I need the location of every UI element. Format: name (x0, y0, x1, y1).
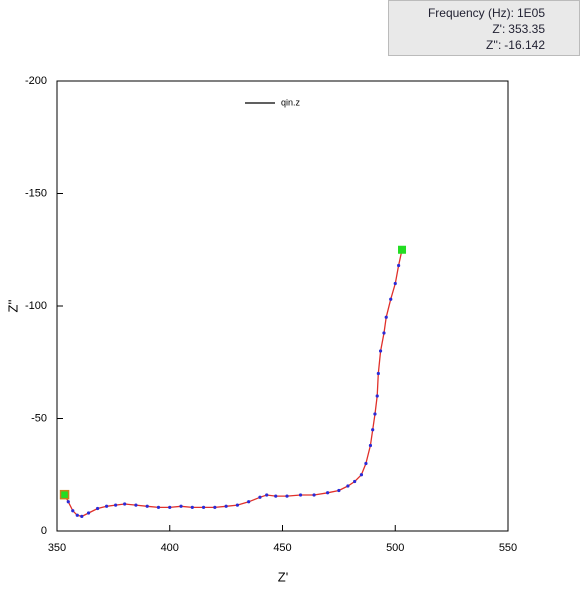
x-tick-label: 350 (48, 542, 66, 554)
start-marker (59, 489, 70, 500)
data-point (397, 263, 401, 268)
x-tick-label: 450 (273, 542, 291, 554)
tooltip-value: 1E05 (516, 6, 545, 20)
data-point (285, 494, 289, 498)
data-point (274, 494, 278, 498)
data-point (382, 331, 386, 335)
data-point (373, 412, 377, 416)
data-point (86, 511, 91, 515)
data-point (298, 493, 303, 497)
data-point (134, 503, 138, 507)
data-point (156, 505, 161, 509)
data-point (368, 443, 373, 448)
y-axis-label: Z'' (5, 300, 20, 313)
data-point (95, 506, 100, 511)
tooltip-label: Z': (492, 22, 506, 36)
tooltip-row: Frequency (Hz): 1E05 (389, 5, 579, 21)
tooltip-label: Z'': (486, 38, 502, 52)
data-point (179, 504, 183, 508)
data-point (66, 500, 70, 504)
data-point (235, 503, 239, 507)
data-point (247, 500, 251, 504)
end-marker (398, 245, 407, 254)
data-point (75, 513, 79, 517)
data-point (114, 503, 118, 507)
data-point (123, 502, 127, 506)
data-point (376, 371, 380, 376)
y-tick-label: -50 (31, 412, 47, 424)
data-point (384, 315, 388, 319)
data-point (326, 491, 330, 495)
y-tick-label: 0 (41, 525, 47, 537)
tooltip: Frequency (Hz): 1E05 Z': 353.35 Z'': -16.142 (388, 0, 580, 56)
y-tick-label: -100 (25, 300, 47, 312)
data-point (371, 428, 375, 432)
x-axis-label: Z' (278, 569, 288, 584)
data-point (393, 281, 397, 286)
plot-frame (56, 80, 509, 532)
data-point (337, 488, 341, 493)
data-point (389, 297, 393, 301)
tooltip-row: Z'': -16.142 (389, 37, 579, 53)
data-point (364, 461, 368, 466)
data-point (312, 493, 316, 497)
data-point (224, 504, 228, 508)
data-point (359, 473, 364, 477)
y-tick-label: -150 (25, 187, 47, 199)
data-point (168, 505, 172, 509)
data-point (265, 493, 269, 497)
data-point (190, 505, 194, 509)
tooltip-row: Z': 353.35 (389, 21, 579, 37)
x-tick-label: 500 (386, 542, 404, 554)
data-point (258, 495, 262, 499)
data-point (71, 509, 75, 513)
data-point (201, 505, 206, 509)
data-point (145, 504, 149, 508)
x-tick-label: 550 (499, 542, 517, 554)
x-tick-label: 400 (161, 542, 179, 554)
tooltip-value: 353.35 (508, 22, 545, 36)
tooltip-value: -16.142 (504, 38, 545, 52)
data-point (105, 504, 109, 508)
data-point (375, 394, 379, 398)
legend-label: qin.z (281, 97, 301, 107)
data-point (353, 479, 357, 484)
data-point (213, 505, 217, 509)
tooltip-label: Frequency (Hz): (427, 6, 514, 20)
y-tick-label: -200 (25, 75, 47, 87)
data-point (80, 514, 84, 518)
data-point (378, 349, 383, 353)
series-line (64, 249, 403, 518)
data-point (346, 484, 350, 488)
